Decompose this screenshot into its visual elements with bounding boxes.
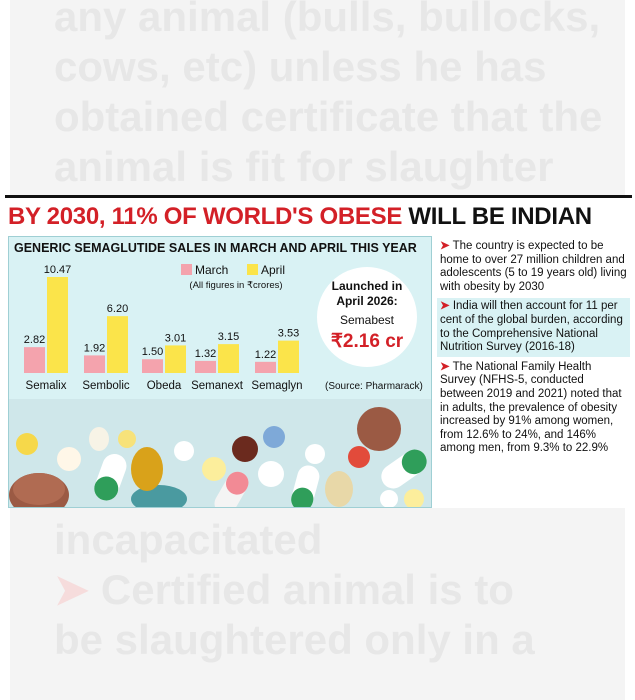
fact-text: India will then account for 11 per cent …	[440, 300, 623, 354]
category-label: Semanext	[191, 380, 244, 392]
facts-list: ➤ The country is expected to be home to …	[437, 238, 630, 460]
bar-april-obeda	[165, 345, 186, 373]
fact-item: ➤ India will then account for 11 per cen…	[437, 298, 630, 357]
chart-subtitle: (All figures in ₹crores)	[189, 280, 282, 291]
fact-text: The National Family Health Survey (NFHS-…	[440, 360, 622, 455]
fact-item: ➤ The National Family Health Survey (NFH…	[437, 359, 630, 458]
arrow-icon: ➤	[440, 360, 450, 373]
value-label: 10.47	[44, 264, 72, 276]
value-label: 1.50	[142, 346, 163, 358]
bar-march-sembolic	[84, 355, 105, 373]
value-label: 2.82	[24, 334, 45, 346]
chart-source: (Source: Pharmarack)	[325, 381, 423, 392]
background-article-text-bottom: incapacitated ➤ Certified animal is to b…	[54, 515, 613, 665]
sales-chart-panel: GENERIC SEMAGLUTIDE SALES IN MARCH AND A…	[8, 236, 432, 508]
bar-april-sembolic	[107, 316, 128, 373]
legend-label: March	[195, 263, 228, 277]
sales-bar-chart: 2.82 10.47 Semalix 1.92 6.20 Sembolic 1.503.01…	[24, 263, 303, 392]
category-label: Semaglyn	[251, 380, 302, 392]
fact-text: The country is expected to be home to ov…	[440, 240, 627, 293]
bar-march-obeda	[142, 359, 163, 373]
bar-march-semalix	[24, 347, 45, 373]
background-heading: incapacitated	[54, 516, 323, 563]
value-label: 1.32	[195, 348, 216, 360]
bar-march-semanext	[195, 360, 216, 373]
background-paragraph: Certified animal is to be slaughtered on…	[54, 566, 535, 663]
value-label: 6.20	[107, 303, 128, 315]
infographic-card: BY 2030, 11% OF WORLD'S OBESE WILL BE IN…	[5, 195, 632, 508]
headline: BY 2030, 11% OF WORLD'S OBESE WILL BE IN…	[8, 202, 592, 232]
value-label: 3.01	[165, 332, 186, 344]
bar-april-semanext	[218, 344, 239, 373]
category-label: Obeda	[147, 380, 182, 392]
fact-item: ➤ The country is expected to be home to …	[437, 238, 630, 296]
launch-heading: Launched in April 2026:	[331, 279, 403, 308]
value-label: 3.15	[218, 331, 239, 343]
pills-illustration	[9, 399, 431, 507]
arrow-icon: ➤	[440, 240, 450, 252]
category-label: Semalix	[26, 380, 67, 392]
launch-drug-name: Semabest	[339, 313, 395, 327]
background-arrow-icon: ➤	[54, 566, 90, 613]
legend-swatch-march	[181, 264, 192, 275]
background-article-text-top: any animal (bulls, bullocks, cows, etc) …	[54, 0, 603, 190]
bar-march-semaglyn	[255, 361, 276, 373]
value-label: 3.53	[278, 328, 299, 340]
category-label: Sembolic	[82, 380, 130, 392]
value-label: 1.92	[84, 342, 105, 354]
arrow-icon: ➤	[440, 300, 450, 313]
bar-april-semalix	[47, 277, 68, 373]
bar-april-semaglyn	[278, 340, 299, 373]
legend-label: April	[261, 263, 285, 277]
headline-red-part: BY 2030, 11% OF WORLD'S OBESE	[8, 203, 403, 230]
legend-swatch-april	[247, 264, 258, 275]
launch-badge: Launched in April 2026: Semabest ₹2.16 c…	[317, 267, 417, 367]
headline-black-part: WILL BE INDIAN	[408, 203, 592, 230]
chart-title: GENERIC SEMAGLUTIDE SALES IN MARCH AND A…	[14, 241, 417, 255]
launch-price: ₹2.16 cr	[330, 331, 404, 352]
value-label: 1.22	[255, 349, 276, 361]
